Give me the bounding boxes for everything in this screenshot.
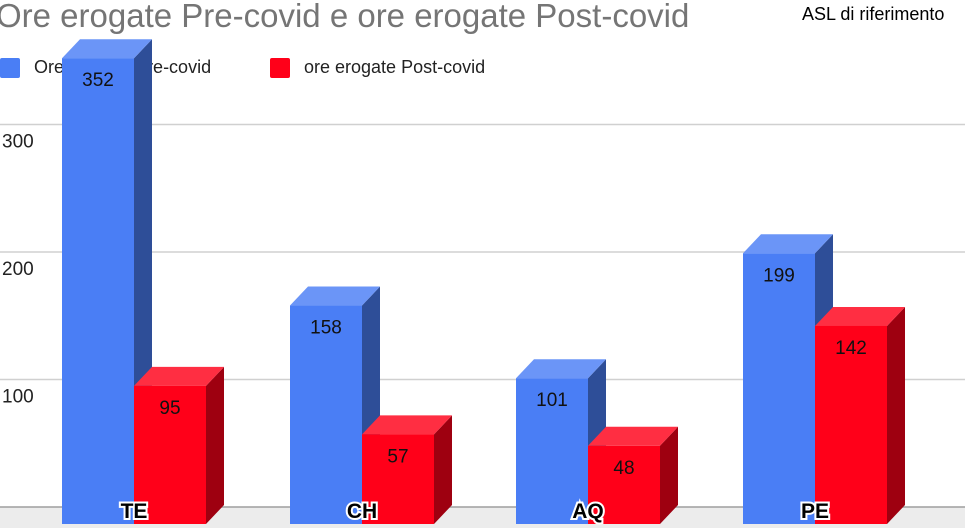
bar-top-ch-post-covid <box>362 415 452 435</box>
bar-pe-post-covid <box>815 325 887 524</box>
legend-swatch-post-covid <box>270 57 290 78</box>
data-label-te-post-covid: 95 <box>159 398 180 419</box>
chart-title: Ore erogate Pre-covid e ore erogate Post… <box>0 0 690 34</box>
bar-te-pre-covid <box>62 58 134 524</box>
data-label-aq-post-covid: 48 <box>613 458 634 479</box>
bar-side-te-post-covid <box>206 366 224 524</box>
data-label-pe-post-covid: 142 <box>835 338 867 359</box>
bar-top-aq-pre-covid <box>516 359 606 379</box>
bar-te-post-covid <box>134 385 206 524</box>
asl-label: ASL di riferimento <box>802 4 945 24</box>
bar-side-aq-post-covid <box>660 426 678 524</box>
data-label-aq-pre-covid: 101 <box>536 390 568 411</box>
legend-swatch-pre-covid <box>0 57 20 78</box>
x-tick-label-pe: PE <box>801 500 829 523</box>
bar-top-pe-pre-covid <box>743 234 833 254</box>
data-label-te-pre-covid: 352 <box>82 70 114 91</box>
data-label-ch-post-covid: 57 <box>387 446 408 467</box>
data-label-pe-pre-covid: 199 <box>763 265 795 286</box>
data-label-ch-pre-covid: 158 <box>310 318 342 339</box>
legend-label-post-covid: ore erogate Post-covid <box>304 57 486 77</box>
x-tick-label-te: TE <box>121 500 148 523</box>
bar-aq-post-covid <box>588 445 660 524</box>
y-tick-label-300: 300 <box>2 132 34 153</box>
chart-floor <box>0 507 965 528</box>
bar-top-ch-pre-covid <box>290 286 380 306</box>
x-tick-label-aq: AQ <box>572 500 604 523</box>
bar-top-pe-post-covid <box>815 306 905 326</box>
bar-top-te-pre-covid <box>62 39 152 59</box>
bar-ch-pre-covid <box>290 305 362 524</box>
y-tick-label-100: 100 <box>2 387 34 408</box>
bar-pe-pre-covid <box>743 253 815 524</box>
bar-side-ch-post-covid <box>434 415 452 524</box>
bar-side-pe-post-covid <box>887 306 905 524</box>
bar-ch-post-covid <box>362 434 434 524</box>
x-tick-label-ch: CH <box>347 500 377 523</box>
bar-top-aq-post-covid <box>588 426 678 446</box>
legend-item-post-covid[interactable]: ore erogate Post-covid <box>270 57 485 78</box>
bar-top-te-post-covid <box>134 366 224 386</box>
bar-aq-pre-covid <box>516 378 588 524</box>
y-tick-label-200: 200 <box>2 259 34 280</box>
